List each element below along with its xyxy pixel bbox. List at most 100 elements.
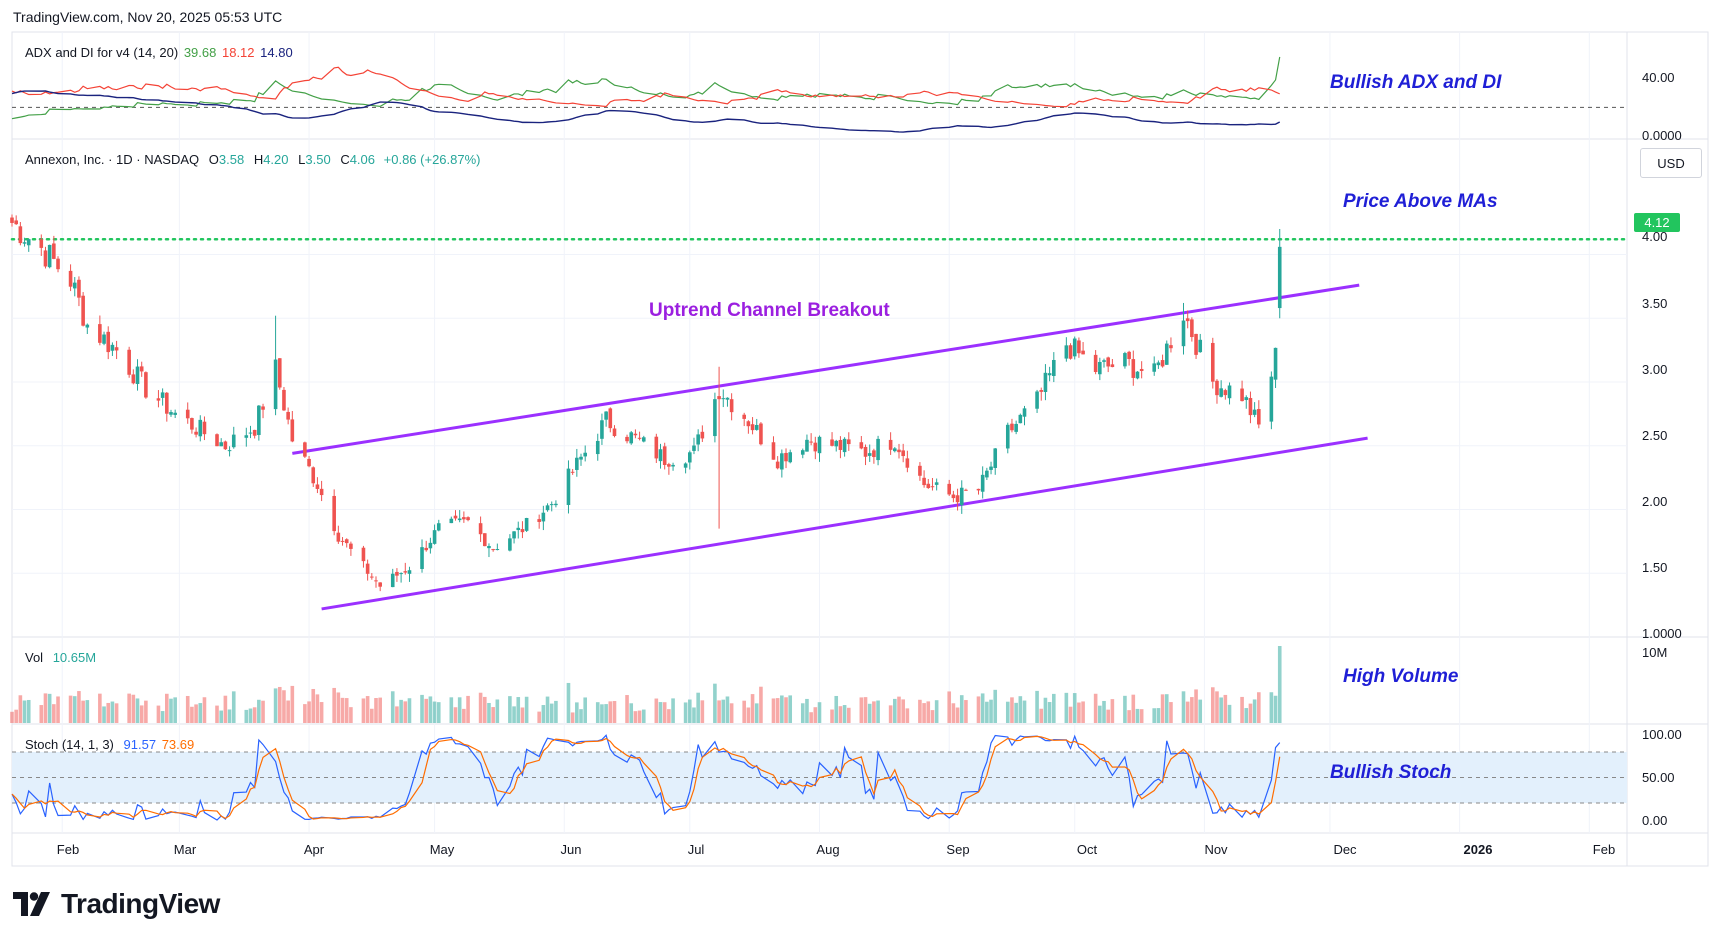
candle-body [641, 437, 646, 442]
candle-body [198, 419, 203, 437]
candle-body [780, 453, 784, 470]
volume-bar [583, 697, 587, 723]
volume-bar [834, 695, 839, 723]
candle-body [315, 484, 320, 489]
volume-bar [516, 697, 521, 723]
volume-bar [524, 696, 529, 723]
volume-bar [1098, 705, 1102, 723]
candle-body [127, 349, 131, 375]
volume-bar [81, 700, 85, 723]
volume-bar [202, 697, 207, 723]
volume-bar [156, 705, 161, 723]
candle-body [273, 359, 278, 410]
plus-di-value: 39.68 [183, 45, 217, 60]
volume-bar [491, 707, 495, 723]
candle-body [332, 495, 336, 532]
volume-bar [131, 694, 136, 723]
volume-bar [922, 703, 926, 723]
time-axis-label: May [429, 842, 455, 857]
volume-bar [897, 696, 901, 723]
candle-body [1110, 364, 1115, 368]
adx-legend[interactable]: ADX and DI for v4 (14, 20) 39.68 18.12 1… [23, 45, 293, 60]
price-legend[interactable]: Annexon, Inc. · 1D · NASDAQ O3.58 H4.20 … [23, 152, 481, 167]
volume-bar [545, 696, 550, 723]
volume-bar [930, 710, 935, 723]
volume-bar [742, 700, 746, 723]
candle-body [1156, 362, 1161, 366]
candle-body [629, 432, 634, 444]
volume-bar [173, 697, 177, 723]
volume-bar [683, 702, 688, 723]
volume-bar [135, 698, 140, 723]
stoch-pane [11, 734, 1627, 821]
chart-header-source: TradingView.com, Nov 20, 2025 05:53 UTC [13, 9, 283, 25]
candle-body [114, 347, 119, 351]
volume-bar [462, 708, 466, 723]
volume-bar [185, 695, 190, 723]
annotation-channel-breakout: Uptrend Channel Breakout [649, 300, 890, 321]
volume-bar [273, 688, 278, 723]
channel-lower-line [321, 436, 1368, 611]
candle-body [1022, 408, 1027, 417]
annotation-bullish-stoch: Bullish Stoch [1330, 762, 1452, 783]
volume-bar [541, 705, 546, 723]
volume-bar [700, 700, 705, 723]
volume-bar [780, 695, 784, 723]
candle-body [1035, 391, 1039, 409]
volume-bar [985, 701, 989, 723]
candle-body [1005, 424, 1010, 449]
candle-body [888, 439, 893, 450]
candle-body [817, 436, 822, 454]
volume-bar [482, 696, 487, 723]
volume-bar [989, 699, 993, 723]
candle-body [374, 580, 378, 582]
candle-body [139, 366, 144, 372]
candle-body [39, 239, 44, 248]
volume-bar [420, 694, 424, 723]
price-axis-tick: 2.50 [1642, 428, 1668, 443]
volume-bar [248, 708, 253, 723]
volume-bar [194, 704, 198, 723]
price-axis-tick: 3.00 [1642, 362, 1668, 377]
candle-body [449, 518, 454, 524]
candle-body [1164, 343, 1169, 365]
volume-bar [361, 698, 366, 723]
volume-bar [1160, 694, 1165, 723]
candle-body [18, 226, 23, 244]
price-axis-tick: 2.00 [1642, 494, 1668, 509]
candle-body [1240, 388, 1244, 402]
volume-bar [344, 698, 349, 723]
volume-bar [508, 696, 512, 723]
candle-body [951, 494, 956, 499]
candle-body [1039, 390, 1044, 392]
candle-body [1277, 246, 1282, 309]
candle-body [1223, 390, 1228, 396]
volume-bar [537, 711, 541, 723]
volume-bar [1043, 697, 1048, 723]
volume-bar [1106, 709, 1110, 723]
volume-bar [77, 691, 81, 723]
stoch-d-value: 73.69 [161, 737, 195, 752]
candle-body [194, 431, 198, 435]
volume-bar [717, 700, 721, 723]
volume-bar [729, 703, 734, 723]
volume-bar [303, 704, 307, 723]
candle-body [842, 438, 847, 453]
candle-body [897, 449, 901, 453]
adx-axis-tick: 40.00 [1642, 70, 1675, 85]
volume-bar [1277, 646, 1282, 723]
open-value: 3.58 [218, 152, 245, 167]
volume-bar [1248, 703, 1253, 723]
volume-legend[interactable]: Vol 10.65M [23, 650, 96, 665]
tradingview-logo[interactable]: TradingView [13, 888, 220, 920]
candle-body [482, 533, 487, 547]
volume-bar [332, 687, 336, 723]
volume-bar [1210, 687, 1215, 723]
stoch-legend[interactable]: Stoch (14, 1, 3) 91.57 73.69 [23, 737, 194, 752]
candle-body [662, 446, 667, 465]
candle-body [215, 434, 219, 447]
candle-body [1052, 359, 1056, 376]
candle-body [918, 465, 922, 476]
adx-indicator-name: ADX and DI for v4 (14, 20) [25, 45, 179, 60]
currency-button[interactable]: USD [1640, 148, 1702, 178]
